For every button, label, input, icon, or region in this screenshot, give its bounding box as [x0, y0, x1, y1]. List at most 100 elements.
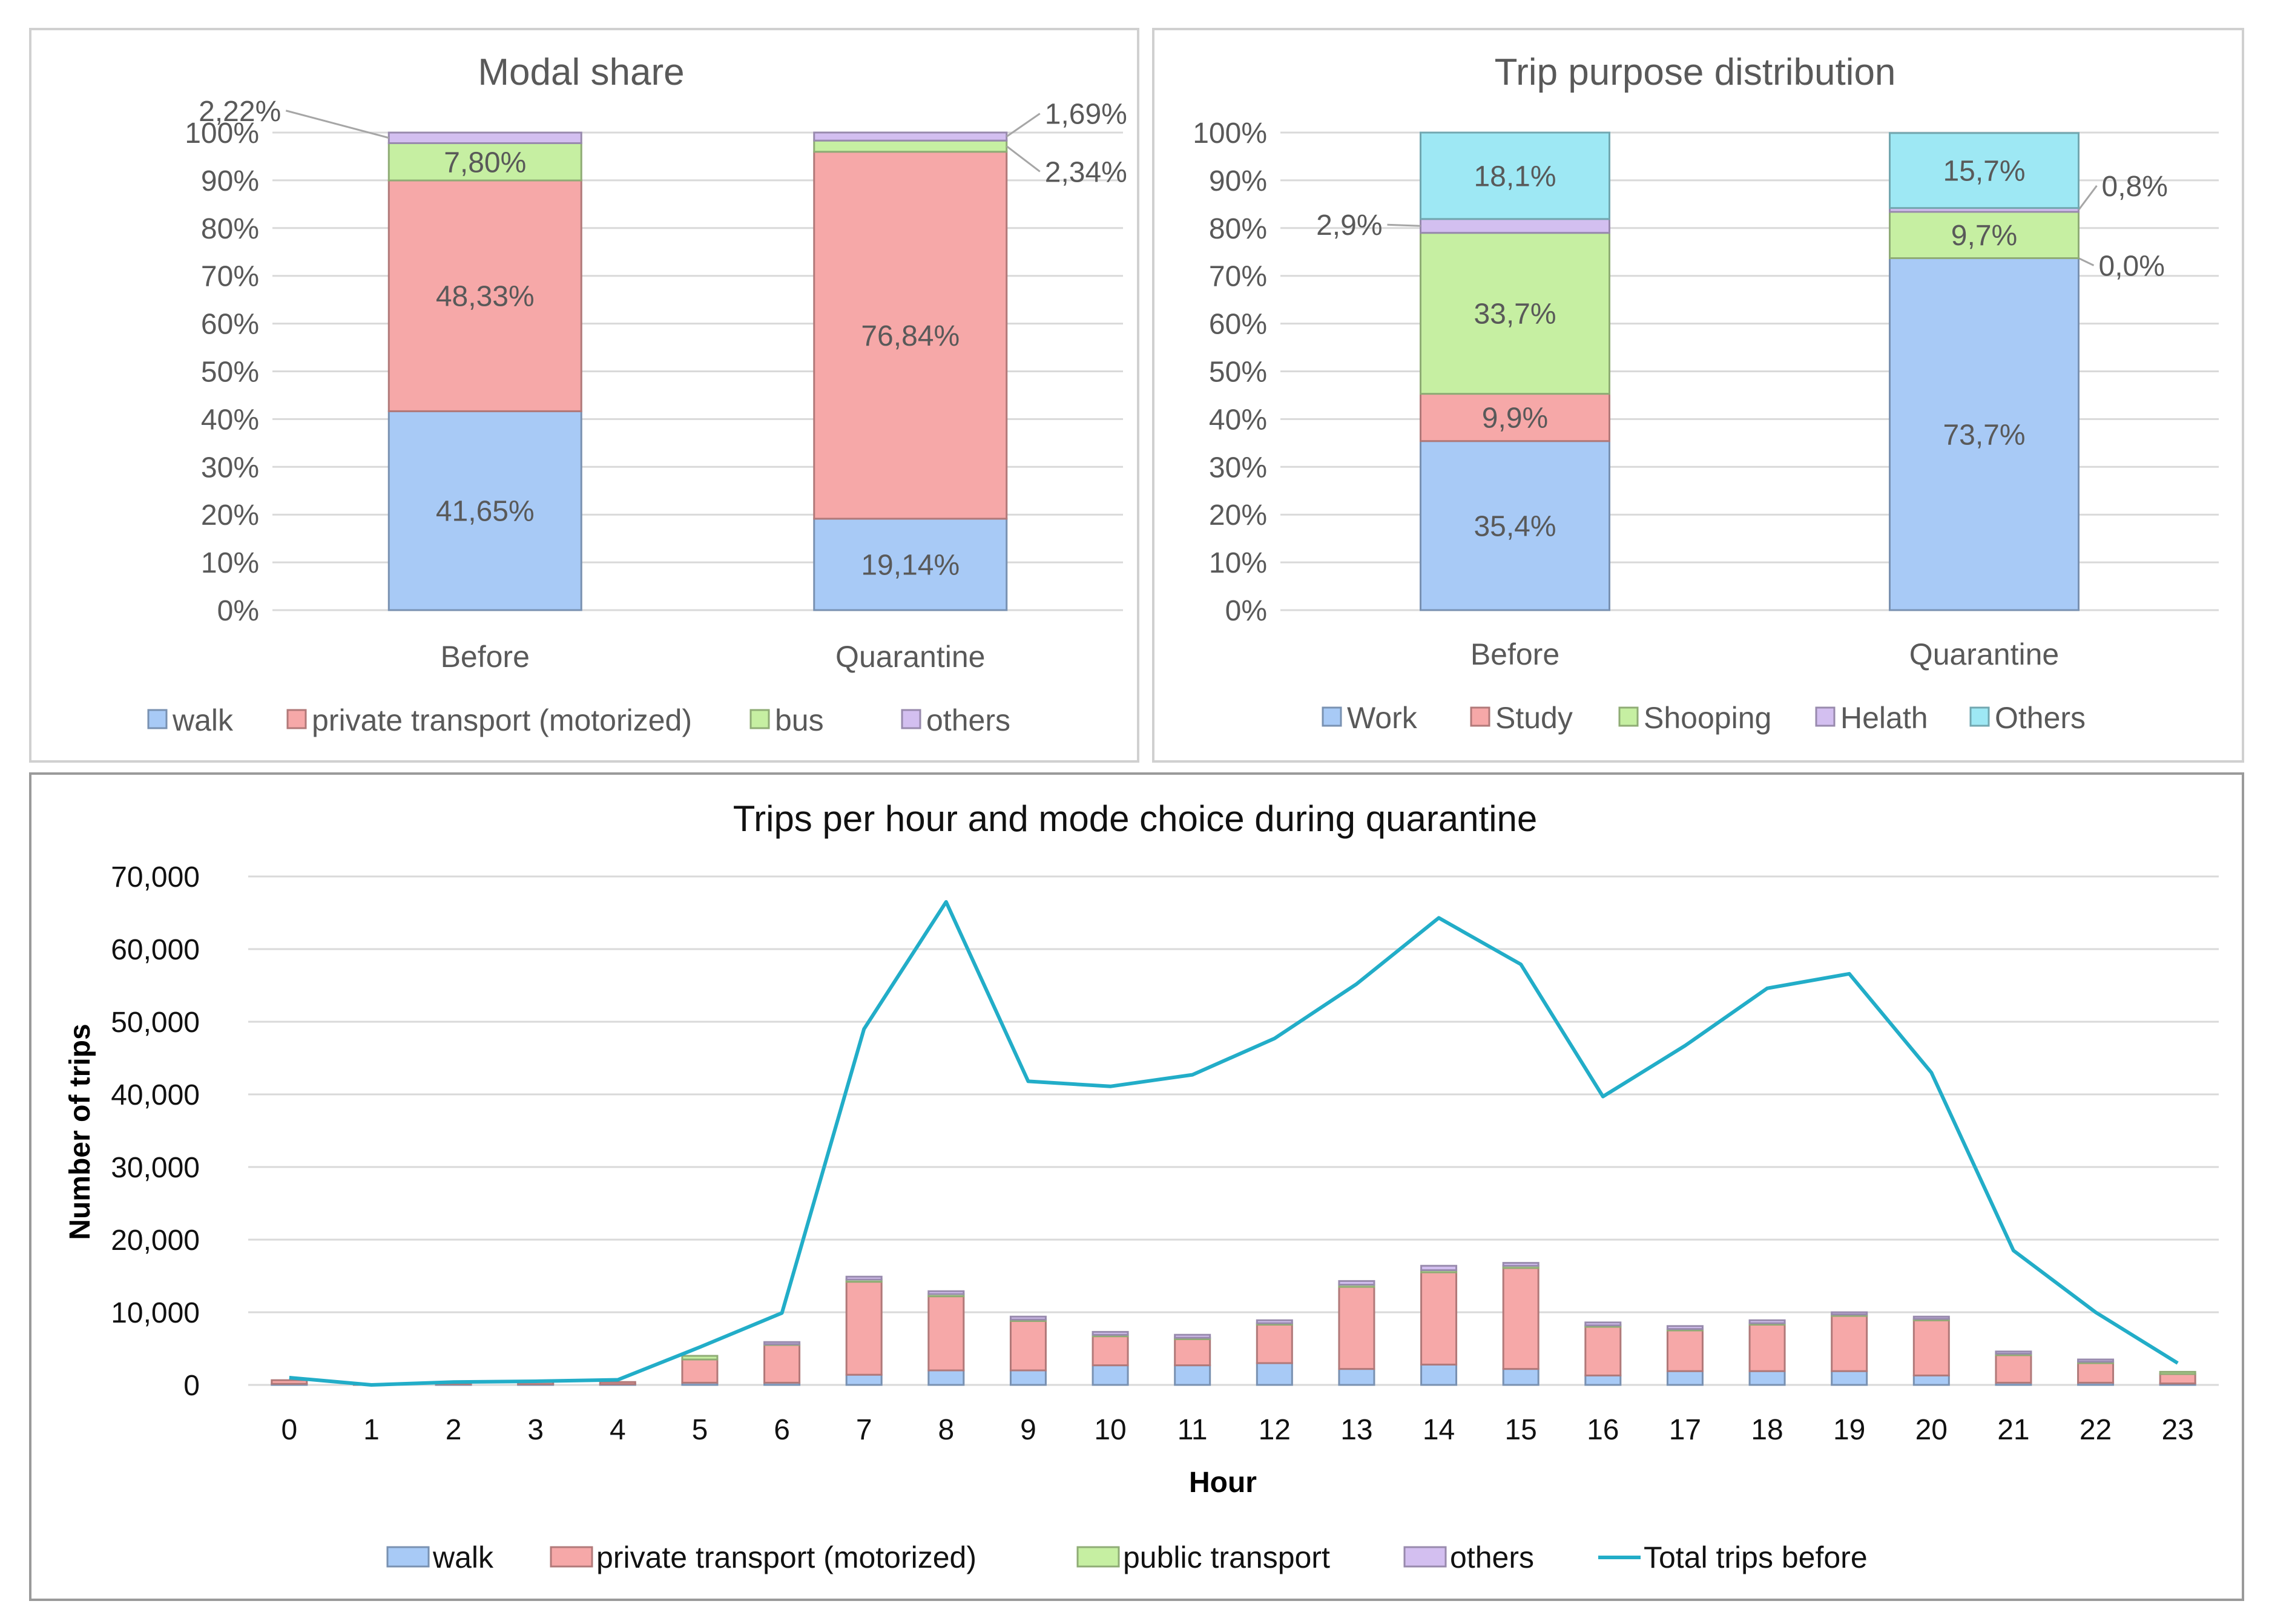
x-tick-label: 17: [1669, 1414, 1701, 1446]
x-tick-label: 16: [1587, 1414, 1619, 1446]
x-tick-label: 0: [281, 1414, 297, 1446]
category-label: Quarantine: [1909, 637, 2059, 671]
bar-segment-public-transport: [681, 1355, 719, 1361]
y-tick-label: 30,000: [111, 1152, 200, 1184]
bar-segment-others: [1748, 1319, 1786, 1324]
bar-segment-private-transport-motorized: [2159, 1373, 2196, 1385]
x-tick-label: 23: [2161, 1414, 2193, 1446]
bar-segment-work: [1420, 440, 1610, 611]
hourly-ylabel: Number of trips: [64, 1024, 96, 1240]
bar-segment-private-transport-motorized: [1174, 1338, 1211, 1367]
bar-segment-others: [1420, 1264, 1458, 1271]
bar-segment-others: [387, 131, 582, 145]
x-tick-label: 13: [1340, 1414, 1372, 1446]
x-tick-label: 8: [938, 1414, 954, 1446]
bar-segment-helath: [1420, 218, 1610, 234]
legend-swatch-others: [1403, 1546, 1447, 1568]
legend-swatch-shooping: [1618, 706, 1639, 727]
bar-segment-private-transport-motorized: [763, 1344, 801, 1384]
leader-line: [2078, 185, 2098, 211]
data-label: 0,0%: [2099, 251, 2165, 283]
trips-per-hour-title: Trips per hour and mode choice during qu…: [733, 798, 1538, 839]
legend-label-others: others: [926, 703, 1010, 737]
data-label: 41,65%: [436, 496, 535, 528]
bar-segment-walk: [1420, 1363, 1458, 1386]
y-tick-label: 0%: [1225, 595, 1267, 627]
legend-swatch-public-transport: [1076, 1546, 1120, 1568]
bar-segment-walk: [1256, 1362, 1293, 1386]
bar-segment-walk: [1831, 1370, 1868, 1386]
x-tick-label: 5: [692, 1414, 708, 1446]
bar-segment-private-transport-motorized: [1666, 1329, 1704, 1372]
bar-segment-private-transport-motorized: [1009, 1320, 1047, 1372]
bar-segment-private-transport-motorized: [1338, 1286, 1375, 1370]
bar-segment-others: [1420, 131, 1610, 220]
y-tick-label: 40%: [1209, 404, 1267, 436]
bar-segment-private-transport-motorized: [681, 1358, 719, 1384]
bar-segment-others: [2077, 1358, 2115, 1363]
y-tick-label: 10%: [1209, 547, 1267, 579]
y-tick-label: 50%: [1209, 357, 1267, 389]
bar-segment-walk: [1502, 1368, 1540, 1386]
leader-line: [285, 110, 389, 139]
x-tick-label: 11: [1177, 1414, 1208, 1446]
leader-line: [1006, 145, 1041, 173]
bar-segment-study: [1420, 393, 1610, 442]
y-tick-label: 20%: [1209, 499, 1267, 531]
modal-share-plot: 0% 10% 20% 30% 40% 50% 60% 70% 80% 90% 100% 41,65% 4…: [147, 96, 1127, 737]
bar-segment-others: [1174, 1333, 1211, 1339]
data-label: 9,7%: [1951, 220, 2017, 252]
y-tick-label: 90%: [201, 165, 259, 197]
data-label: 15,7%: [1943, 156, 2025, 188]
bar-segment-others: [1256, 1319, 1293, 1324]
legend-label-bus: bus: [775, 703, 824, 737]
y-tick-label: 10%: [201, 547, 259, 579]
y-tick-label: 0: [183, 1370, 200, 1402]
bar-segment-bus: [813, 139, 1008, 153]
bar-segment-private-transport-motorized: [1256, 1323, 1293, 1364]
x-tick-label: 22: [2080, 1414, 2112, 1446]
leader-line: [1006, 113, 1041, 137]
y-tick-label: 60,000: [111, 934, 200, 966]
bar-segment-others: [763, 1341, 801, 1346]
legend-swatch-others: [901, 709, 921, 729]
bar-segment-others: [845, 1275, 883, 1281]
category-label: Quarantine: [835, 640, 985, 674]
bar-segment-others: [1831, 1311, 1868, 1316]
y-tick-label: 90%: [1209, 165, 1267, 197]
bar-segment-others: [1889, 132, 2080, 209]
bar-segment-others: [927, 1290, 965, 1295]
panel-trips-per-hour: [29, 772, 2244, 1601]
bar-segment-walk: [1174, 1364, 1211, 1386]
bar-segment-shooping: [1420, 232, 1610, 395]
bar-segment-private-transport-motorized: [2077, 1362, 2115, 1384]
x-tick-label: 7: [856, 1414, 872, 1446]
bar-segment-walk: [1912, 1374, 1950, 1386]
legend-swatch-walk: [386, 1546, 430, 1568]
legend-label-total-trips-before: Total trips before: [1644, 1540, 1868, 1574]
x-tick-label: 4: [610, 1414, 626, 1446]
bar-segment-private-transport-motorized: [1420, 1271, 1458, 1366]
y-tick-label: 50%: [201, 357, 259, 389]
x-tick-label: 14: [1423, 1414, 1455, 1446]
bar-segment-private-transport-motorized: [927, 1295, 965, 1372]
bar-segment-private-transport-motorized: [845, 1281, 883, 1376]
data-label: 9,9%: [1482, 403, 1548, 435]
data-label: 2,34%: [1045, 156, 1127, 188]
legend-label-study: Study: [1495, 701, 1573, 735]
y-tick-label: 80%: [1209, 213, 1267, 245]
x-tick-label: 9: [1020, 1414, 1036, 1446]
x-tick-label: 6: [774, 1414, 790, 1446]
category-label: Before: [441, 640, 530, 674]
y-tick-label: 60%: [201, 309, 259, 341]
data-label: 18,1%: [1474, 160, 1556, 192]
bar-segment-walk: [927, 1369, 965, 1386]
bar-segment-walk: [1666, 1370, 1704, 1386]
legend-label-work: Work: [1347, 701, 1418, 735]
bar-segment-work: [1889, 257, 2080, 611]
bar-segment-private-transport-motorized: [1995, 1354, 2032, 1384]
y-tick-label: 10,000: [111, 1297, 200, 1329]
bar-segment-private-transport-motorized: [1502, 1267, 1540, 1370]
legend-label-shooping: Shooping: [1644, 701, 1771, 735]
